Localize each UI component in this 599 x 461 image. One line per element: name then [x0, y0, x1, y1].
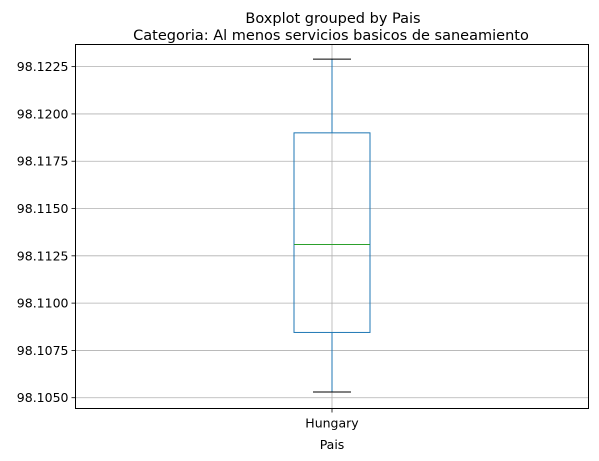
y-tick-label: 98.1050	[17, 390, 69, 405]
x-tick-label: Hungary	[305, 416, 359, 431]
y-axis-ticks: 98.1050 98.1075 98.1100 98.1125 98.1150 98.11…	[17, 59, 76, 405]
box-layer	[293, 58, 371, 393]
chart-title: Categoria: Al menos servicios basicos de…	[133, 28, 529, 44]
chart-suptitle: Boxplot grouped by Pais	[245, 11, 420, 27]
iqr-box	[293, 132, 371, 333]
y-tick-label: 98.1100	[17, 296, 69, 311]
plot-frame	[75, 44, 589, 409]
y-tick-label: 98.1150	[17, 201, 69, 216]
grid-layer	[75, 44, 589, 409]
y-tick-label: 98.1200	[17, 106, 69, 121]
x-axis-ticks: Hungary	[305, 408, 359, 431]
y-tick-label: 98.1175	[17, 154, 69, 169]
y-tick-label: 98.1075	[17, 343, 69, 358]
y-tick-label: 98.1225	[17, 59, 69, 74]
x-axis-label: Pais	[320, 437, 345, 452]
y-tick-label: 98.1125	[17, 248, 69, 263]
